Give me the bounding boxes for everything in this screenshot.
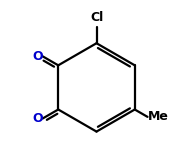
Text: O: O (32, 50, 43, 63)
Text: O: O (32, 112, 43, 125)
Text: Me: Me (148, 110, 169, 123)
Text: Cl: Cl (90, 11, 103, 24)
